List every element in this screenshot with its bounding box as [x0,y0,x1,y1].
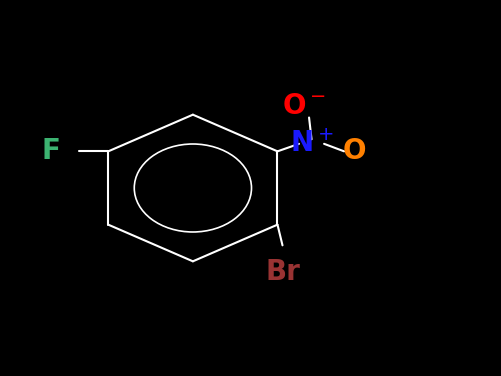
Text: O: O [342,137,366,165]
Text: O$^-$: O$^-$ [282,92,326,120]
Text: N$^+$: N$^+$ [290,130,333,158]
Text: Br: Br [265,259,300,287]
Text: F: F [41,137,60,165]
